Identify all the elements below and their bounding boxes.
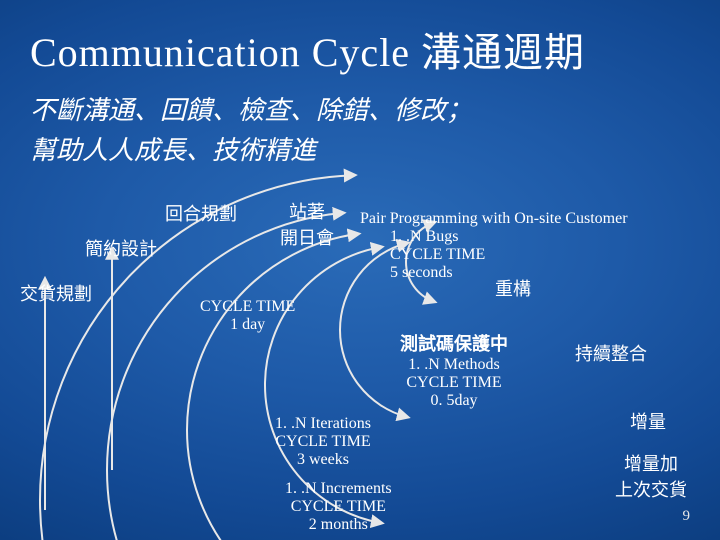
label-iteration-plan: 回合規劃 bbox=[165, 200, 237, 226]
slide-number: 9 bbox=[683, 508, 691, 525]
label-ci: 持續整合 bbox=[575, 340, 647, 366]
label-cycle-1day-l2: 1 day bbox=[230, 316, 265, 333]
label-pairprog: Pair Programming with On-site Customer 1… bbox=[360, 210, 628, 282]
label-standup-l2: 開日會 bbox=[280, 228, 334, 248]
label-cycle-1day: CYCLE TIME 1 day bbox=[200, 298, 295, 334]
label-pair-l3: CYCLE TIME bbox=[360, 246, 485, 263]
label-iter-l1: 1. .N Iterations bbox=[275, 415, 371, 432]
label-test-l4: 0. 5day bbox=[430, 392, 477, 409]
label-standup-l1: 站著 bbox=[289, 202, 325, 222]
label-simple-design: 簡約設計 bbox=[85, 235, 157, 261]
label-test-l2: 1. .N Methods bbox=[408, 356, 500, 373]
label-test-l3: CYCLE TIME bbox=[406, 374, 501, 391]
label-pair-l2: 1. .N Bugs bbox=[360, 228, 458, 245]
label-refactor: 重構 bbox=[495, 275, 531, 301]
label-pair-l1: Pair Programming with On-site Customer bbox=[360, 210, 628, 227]
label-incrplus-l1: 增量加 bbox=[624, 454, 678, 474]
label-incr-l2: CYCLE TIME bbox=[291, 498, 386, 515]
label-increments: 1. .N Increments CYCLE TIME 2 months bbox=[285, 480, 392, 534]
label-incr-l3: 2 months bbox=[309, 516, 368, 533]
label-increment: 增量 bbox=[630, 408, 666, 434]
label-iter-l3: 3 weeks bbox=[297, 451, 349, 468]
label-test: 測試碼保護中 1. .N Methods CYCLE TIME 0. 5day bbox=[400, 330, 508, 410]
label-pair-l4: 5 seconds bbox=[360, 264, 453, 281]
label-iterations: 1. .N Iterations CYCLE TIME 3 weeks bbox=[275, 415, 371, 469]
label-iter-l2: CYCLE TIME bbox=[275, 433, 370, 450]
label-incr-l1: 1. .N Increments bbox=[285, 480, 392, 497]
label-standup: 站著 開日會 bbox=[280, 198, 334, 250]
label-test-l1: 測試碼保護中 bbox=[400, 334, 508, 354]
label-delivery-plan: 交貨規劃 bbox=[20, 280, 92, 306]
label-cycle-1day-l1: CYCLE TIME bbox=[200, 298, 295, 315]
label-incrplus-l2: 上次交貨 bbox=[615, 480, 687, 500]
label-increment-plus: 增量加 上次交貨 bbox=[615, 450, 687, 502]
